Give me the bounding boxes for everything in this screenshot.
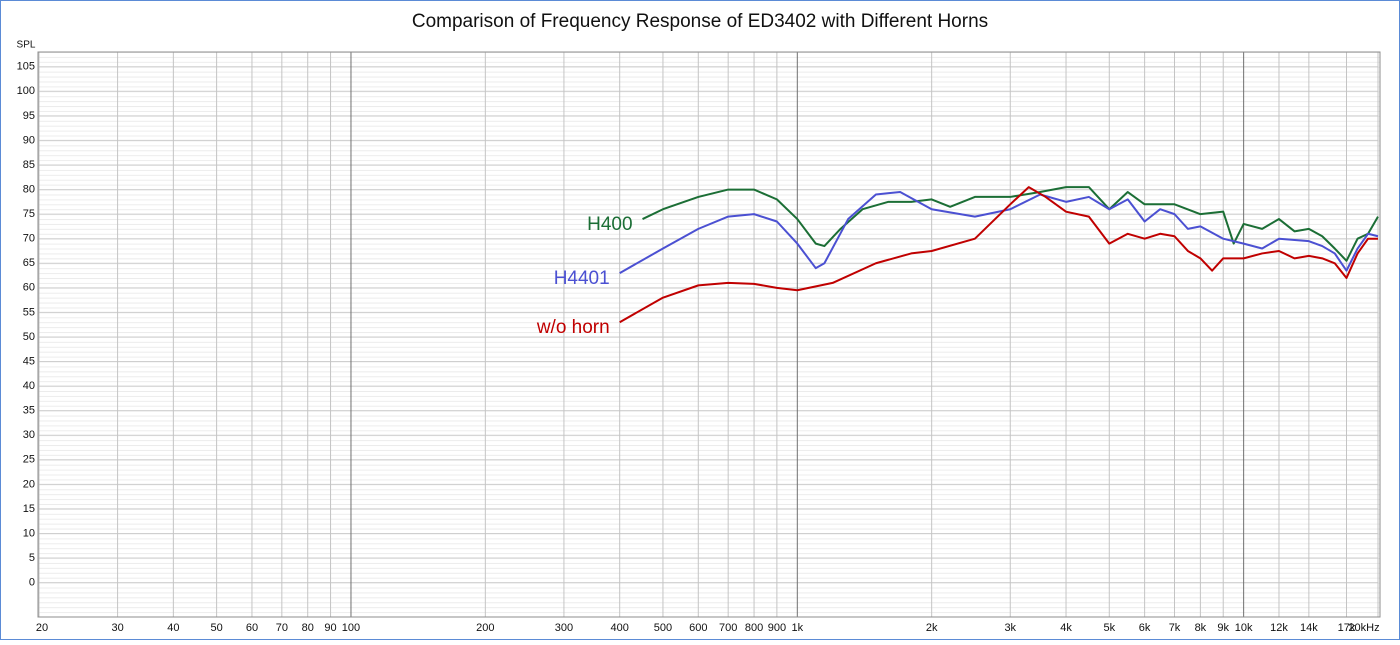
x-tick-label: 20kHz bbox=[1348, 622, 1379, 634]
x-tick-label: 4k bbox=[1060, 622, 1072, 634]
y-tick-label: 45 bbox=[23, 355, 35, 367]
y-tick-label: 55 bbox=[23, 306, 35, 318]
x-tick-label: 600 bbox=[689, 622, 707, 634]
x-tick-label: 1k bbox=[791, 622, 803, 634]
x-tick-label: 20 bbox=[36, 622, 48, 634]
series-label: w/o horn bbox=[536, 317, 610, 338]
y-tick-label: 35 bbox=[23, 405, 35, 417]
x-tick-label: 9k bbox=[1217, 622, 1229, 634]
y-tick-label: 90 bbox=[23, 134, 35, 146]
x-tick-label: 17k bbox=[1338, 622, 1356, 634]
y-tick-label: 65 bbox=[23, 257, 35, 269]
x-tick-label: 3k bbox=[1004, 622, 1016, 634]
x-tick-label: 10k bbox=[1235, 622, 1253, 634]
x-tick-label: 300 bbox=[555, 622, 573, 634]
y-tick-label: 10 bbox=[23, 527, 35, 539]
y-tick-label: 0 bbox=[29, 577, 35, 589]
x-tick-label: 30 bbox=[111, 622, 123, 634]
chart-title: Comparison of Frequency Response of ED34… bbox=[412, 11, 988, 32]
y-tick-label: 15 bbox=[23, 503, 35, 515]
series-label: H4401 bbox=[554, 268, 610, 289]
y-tick-label: 30 bbox=[23, 429, 35, 441]
y-axis-label: SPL bbox=[17, 40, 36, 51]
y-tick-label: 50 bbox=[23, 331, 35, 343]
x-tick-label: 80 bbox=[302, 622, 314, 634]
x-tick-label: 200 bbox=[476, 622, 494, 634]
x-tick-label: 14k bbox=[1300, 622, 1318, 634]
y-tick-label: 70 bbox=[23, 233, 35, 245]
y-tick-label: 100 bbox=[17, 85, 35, 97]
x-tick-label: 400 bbox=[611, 622, 629, 634]
x-tick-label: 7k bbox=[1169, 622, 1181, 634]
y-tick-label: 105 bbox=[17, 61, 35, 73]
x-tick-label: 40 bbox=[167, 622, 179, 634]
x-tick-label: 100 bbox=[342, 622, 360, 634]
y-tick-label: 95 bbox=[23, 110, 35, 122]
plot-border bbox=[37, 51, 1381, 618]
y-tick-label: 85 bbox=[23, 159, 35, 171]
y-tick-label: 25 bbox=[23, 454, 35, 466]
x-tick-label: 70 bbox=[276, 622, 288, 634]
y-tick-label: 40 bbox=[23, 380, 35, 392]
minor-grid bbox=[38, 52, 1380, 617]
x-tick-label: 5k bbox=[1103, 622, 1115, 634]
x-tick-label: 12k bbox=[1270, 622, 1288, 634]
x-tick-label: 800 bbox=[745, 622, 763, 634]
series-label: H400 bbox=[587, 214, 632, 235]
series-line bbox=[642, 186, 1379, 262]
y-tick-label: 80 bbox=[23, 183, 35, 195]
x-tick-label: 8k bbox=[1195, 622, 1207, 634]
x-tick-label: 90 bbox=[324, 622, 336, 634]
y-tick-label: 75 bbox=[23, 208, 35, 220]
x-tick-label: 500 bbox=[654, 622, 672, 634]
series-line bbox=[619, 191, 1379, 274]
x-tick-label: 2k bbox=[926, 622, 938, 634]
x-tick-label: 60 bbox=[246, 622, 258, 634]
y-tick-label: 20 bbox=[23, 478, 35, 490]
x-tick-label: 50 bbox=[210, 622, 222, 634]
x-tick-label: 700 bbox=[719, 622, 737, 634]
series-line bbox=[619, 186, 1378, 324]
y-tick-label: 60 bbox=[23, 282, 35, 294]
x-tick-label: 900 bbox=[768, 622, 786, 634]
y-tick-label: 5 bbox=[29, 552, 35, 564]
x-tick-label: 6k bbox=[1139, 622, 1151, 634]
